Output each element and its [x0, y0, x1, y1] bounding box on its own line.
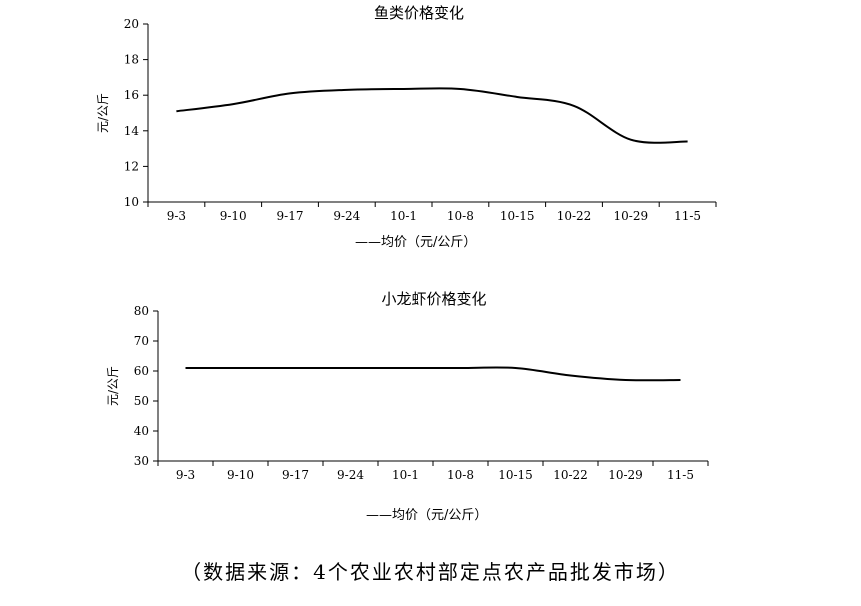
- x-tick-label: 10-22: [553, 468, 588, 482]
- y-tick-label: 20: [124, 17, 139, 31]
- x-tick-label: 9-17: [282, 468, 309, 482]
- x-tick-label: 10-15: [500, 209, 535, 223]
- x-tick-label: 10-1: [390, 209, 417, 223]
- x-tick-label: 10-15: [498, 468, 533, 482]
- fish-price-chart: 鱼类价格变化 10 12 14 16 18 20 9-3 9-10 9-17 9-24 10-1 10-…: [96, 4, 717, 250]
- x-tick-label: 10-29: [608, 468, 643, 482]
- x-tick-label: 9-10: [227, 468, 254, 482]
- x-tick-label: 9-3: [176, 468, 195, 482]
- x-tick-label: 10-29: [614, 209, 649, 223]
- y-axis-label: 元/公斤: [106, 366, 120, 406]
- x-tick-label: 10-8: [447, 209, 474, 223]
- y-tick-label: 14: [124, 124, 140, 138]
- series-line: [176, 87, 688, 144]
- chart-title: 小龙虾价格变化: [381, 290, 486, 308]
- y-tick-label: 12: [124, 159, 139, 173]
- x-tick-label: 11-5: [674, 209, 701, 223]
- y-tick-label: 50: [134, 394, 149, 408]
- y-tick-label: 10: [124, 195, 139, 209]
- x-tick-label: 11-5: [667, 468, 694, 482]
- x-tick-label: 9-24: [333, 209, 360, 223]
- x-tick-label: 10-1: [392, 468, 419, 482]
- y-tick-label: 30: [134, 454, 149, 468]
- chart-title: 鱼类价格变化: [374, 4, 464, 22]
- y-axis-label: 元/公斤: [96, 93, 110, 133]
- x-tick-label: 10-22: [557, 209, 592, 223]
- y-tick-label: 16: [124, 88, 139, 102]
- x-tick-label: 9-3: [167, 209, 186, 223]
- y-tick-label: 70: [134, 334, 149, 348]
- data-source-note: （数据来源：4个农业农村部定点农产品批发市场）: [181, 560, 680, 584]
- legend-entry: ——均价（元/公斤）: [366, 508, 487, 523]
- x-tick-label: 9-17: [277, 209, 304, 223]
- y-tick-label: 40: [134, 424, 149, 438]
- y-tick-label: 18: [124, 53, 139, 67]
- crayfish-price-chart: 小龙虾价格变化 30 40 50 60 70 80 9-3 9-10 9-17 9-24 10-1 10…: [106, 290, 709, 523]
- x-tick-label: 10-8: [447, 468, 474, 482]
- x-tick-label: 9-10: [220, 209, 247, 223]
- legend-entry: ——均价（元/公斤）: [355, 235, 476, 250]
- series-line: [185, 366, 681, 382]
- y-tick-label: 60: [134, 364, 149, 378]
- y-tick-label: 80: [134, 304, 149, 318]
- x-tick-label: 9-24: [337, 468, 364, 482]
